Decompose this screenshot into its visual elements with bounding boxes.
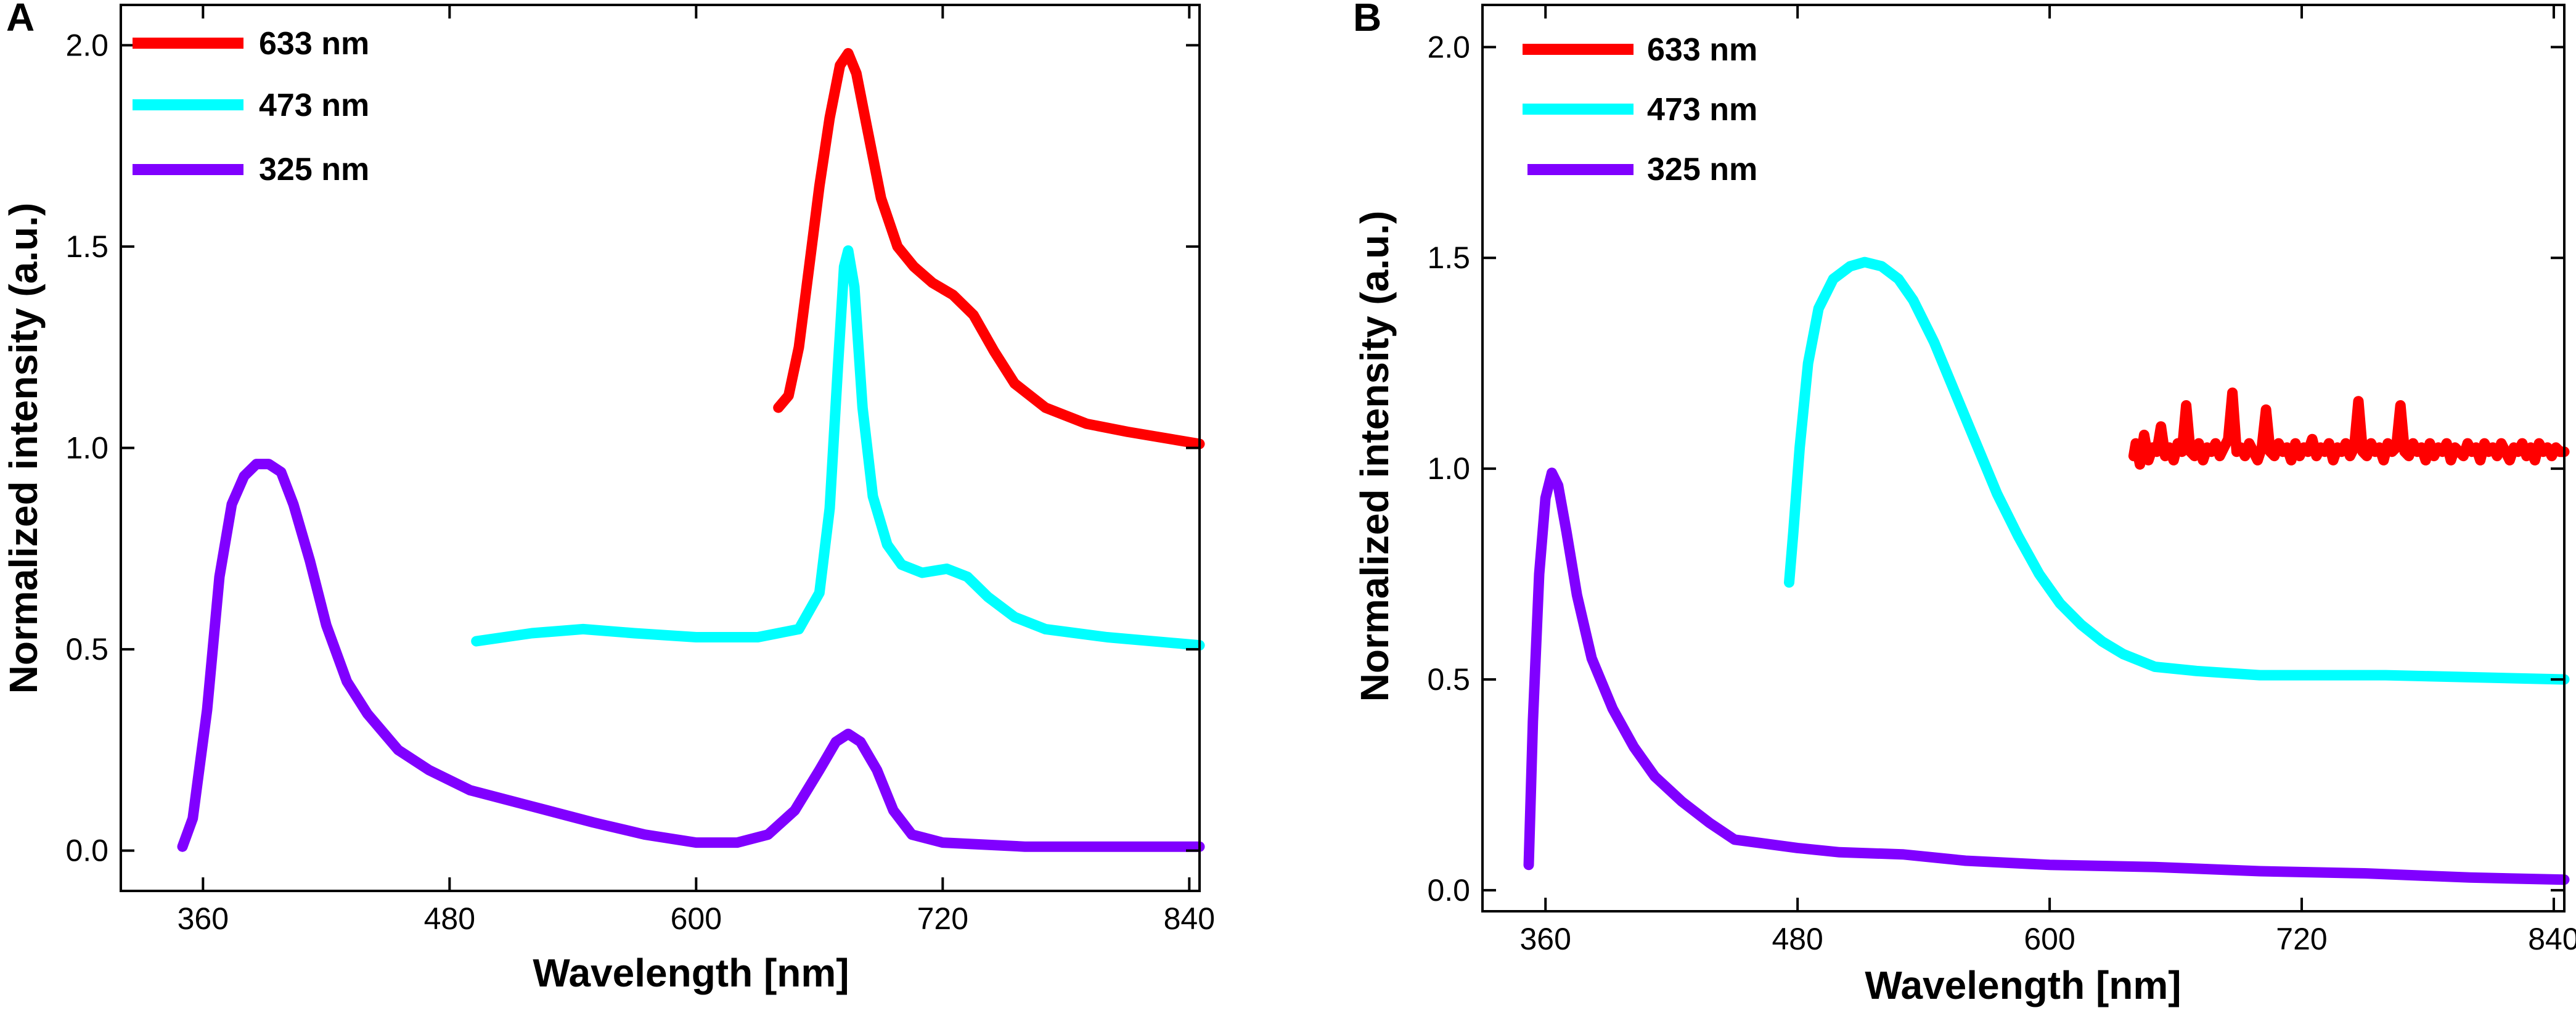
panel-a-y-tick-label-1: 1.0 [65, 431, 108, 465]
panel-b-x-tick-label-720: 720 [2276, 922, 2327, 956]
panel-b-legend-label-473: 473 nm [1647, 92, 1757, 128]
panel-b-legend: 633 nm 473 nm 325 nm [1523, 32, 1757, 187]
panel-a-series-633 [773, 47, 1205, 449]
panel-a-x-tick-label-600: 600 [671, 901, 722, 936]
panel-a-y-tick-label-1.5: 1.5 [65, 229, 108, 264]
panel-a-plot-frame [120, 4, 1201, 892]
panel-a-y-tick-label-0: 0.0 [65, 834, 108, 868]
panel-a-series-layer [177, 47, 1205, 852]
panel-a-series-473 [471, 245, 1205, 651]
panel-a-legend-item-325: 325 nm [133, 152, 369, 187]
panel-a-x-tick-label-360: 360 [178, 901, 229, 936]
panel-a-x-tick-label-480: 480 [424, 901, 475, 936]
panel-b-letter: B [1353, 0, 1381, 39]
panel-b-y-tick-label-2: 2.0 [1427, 30, 1470, 64]
panel-b-legend-item-325: 325 nm [1527, 152, 1757, 187]
panel-b-x-tick-label-360: 360 [1520, 922, 1571, 956]
panel-b-legend-item-633: 633 nm [1523, 32, 1757, 68]
panel-b-series-layer [1523, 256, 2570, 885]
panel-b-legend-label-325: 325 nm [1647, 152, 1757, 187]
panel-b-series-473 [1784, 256, 2570, 685]
panel-a-legend-item-473: 473 nm [133, 88, 369, 123]
panel-a-letter: A [6, 0, 35, 39]
panel-b-y-tick-label-1: 1.0 [1427, 451, 1470, 486]
panel-a-legend-label-473: 473 nm [259, 88, 369, 123]
panel-b-x-tick-label-840: 840 [2528, 922, 2576, 956]
panel-b-plot-frame [1481, 4, 2566, 913]
panel-b-y-tick-label-0.5: 0.5 [1427, 662, 1470, 697]
panel-b-series-325 [1523, 467, 2570, 885]
panel-b-legend-item-473: 473 nm [1523, 92, 1757, 128]
panel-b: B 360 480 600 720 840 0.0 0.5 1.0 1.5 2.0 Wavelen… [1352, 0, 2576, 1007]
panel-a-legend-item-633: 633 nm [133, 26, 369, 62]
panel-a-y-axis-title: Normalized intensity (a.u.) [1, 203, 46, 694]
panel-b-x-tick-label-480: 480 [1772, 922, 1823, 956]
panel-b-series-633 [2128, 387, 2570, 470]
panel-a-x-axis-title: Wavelength [nm] [533, 951, 849, 995]
panel-a: A 360 480 600 720 840 0.0 0.5 1.0 1.5 2.0 Wavelen… [1, 0, 1215, 995]
panel-b-y-tick-label-0: 0.0 [1427, 873, 1470, 908]
panel-b-x-tick-label-600: 600 [2024, 922, 2075, 956]
panel-b-y-axis-title: Normalized intensity (a.u.) [1352, 211, 1397, 702]
panel-a-legend-label-633: 633 nm [259, 26, 369, 62]
panel-a-series-325 [177, 459, 1205, 852]
panel-a-x-tick-label-720: 720 [917, 901, 968, 936]
panel-b-ticks-layer: 360 480 600 720 840 0.0 0.5 1.0 1.5 2.0 [1427, 5, 2576, 956]
panel-b-legend-label-633: 633 nm [1647, 32, 1757, 68]
panel-b-y-tick-label-1.5: 1.5 [1427, 240, 1470, 275]
panel-a-y-tick-label-0.5: 0.5 [65, 632, 108, 666]
panel-a-y-tick-label-2: 2.0 [65, 28, 108, 62]
panel-a-legend: 633 nm 473 nm 325 nm [133, 26, 369, 187]
panel-a-legend-label-325: 325 nm [259, 152, 369, 187]
panel-b-x-axis-title: Wavelength [nm] [1865, 963, 2181, 1007]
panel-a-ticks-layer: 360 480 600 720 840 0.0 0.5 1.0 1.5 2.0 [65, 5, 1215, 936]
panel-a-x-tick-label-840: 840 [1164, 901, 1215, 936]
